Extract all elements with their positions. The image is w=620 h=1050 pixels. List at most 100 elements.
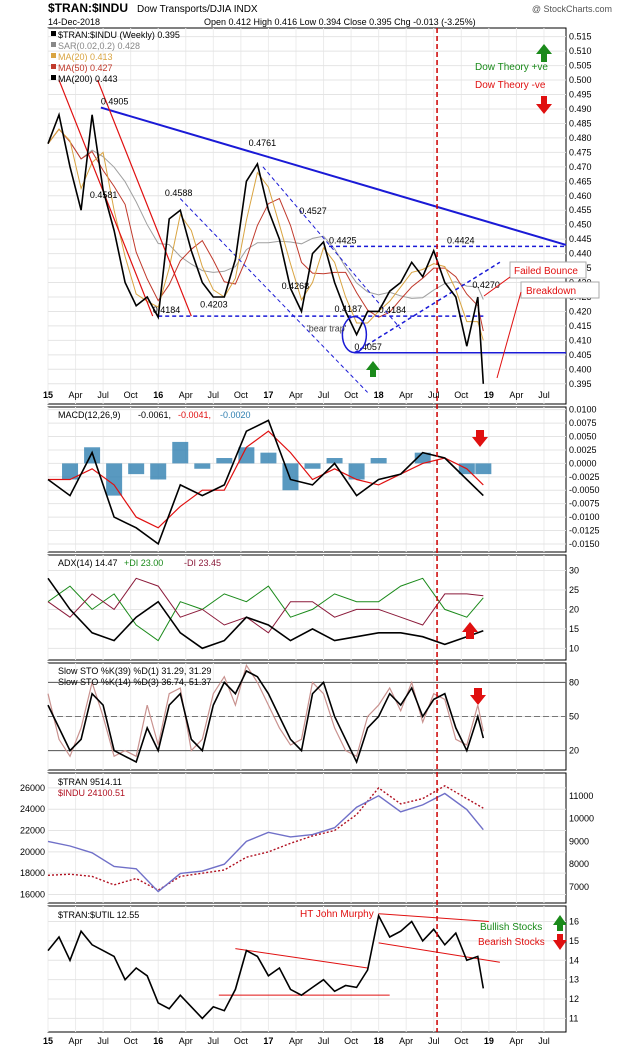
x-tick-label: 15: [43, 390, 53, 400]
x-tick-label: Oct: [234, 1036, 249, 1046]
legend-swatch: [51, 64, 56, 69]
util-trendline: [235, 948, 368, 969]
y-tick-label: -0.0050: [569, 485, 600, 495]
y-tick-label: -0.0125: [569, 526, 600, 536]
x-tick-label: 19: [484, 390, 494, 400]
y-tick-label: 20: [569, 604, 579, 614]
x-tick-label: Apr: [399, 1036, 413, 1046]
y-tick-label: 20: [569, 746, 579, 756]
price-value-label: 0.4187: [335, 304, 363, 314]
macd-histogram-bar: [150, 463, 167, 480]
legend-entry: MACD(12,26,9): [58, 410, 121, 420]
rising-trend-line: [353, 261, 501, 354]
x-tick-label: Apr: [179, 1036, 193, 1046]
y-tick-label: 13: [569, 975, 579, 985]
x-tick-label: Apr: [69, 1036, 83, 1046]
downtrend-line: [100, 106, 567, 246]
y-tick-label: 0.450: [569, 220, 592, 230]
x-tick-label: Oct: [124, 1036, 139, 1046]
legend-entry: $INDU 24100.51: [58, 788, 125, 798]
x-tick-label: 16: [153, 1036, 163, 1046]
tran-indu-panel: [47, 772, 567, 904]
indu-line: [47, 784, 484, 892]
legend-entry: -0.0020: [220, 410, 251, 420]
y-tick-label: 0.0025: [569, 445, 597, 455]
y-tick-label: 0.515: [569, 32, 592, 42]
x-tick-label: Jul: [428, 390, 440, 400]
y-tick-label: 0.0000: [569, 458, 597, 468]
price-value-label: 0.4184: [379, 305, 407, 315]
y-tick-label: 0.510: [569, 46, 592, 56]
macd-histogram-bar: [304, 463, 321, 469]
legend-entry: Slow STO %K(14) %D(3) 36.74, 51.37: [58, 677, 211, 687]
legend-entry: $TRAN 9514.11: [58, 777, 122, 787]
y-tick-label: 0.485: [569, 118, 592, 128]
price-value-label: 0.4588: [165, 188, 193, 198]
y-tick-label: 16000: [20, 889, 45, 899]
y-tick-label: 8000: [569, 859, 589, 869]
legend-entry: MA(20) 0.413: [58, 52, 113, 62]
x-tick-label: 19: [484, 1036, 494, 1046]
y-tick-label: 0.495: [569, 90, 592, 100]
legend-swatch: [51, 53, 56, 58]
macd-histogram-bar: [282, 463, 299, 491]
up-arrow-icon: [536, 44, 552, 62]
y-tick-label: 0.0050: [569, 432, 597, 442]
y-tick-label: 16: [569, 917, 579, 927]
price-value-label: 0.4527: [299, 206, 327, 216]
y-tick-label: 15: [569, 936, 579, 946]
y-tick-label: 25: [569, 585, 579, 595]
x-tick-label: Oct: [454, 390, 469, 400]
y-tick-label: 11: [569, 1013, 578, 1023]
annotation-murphy: HT John Murphy: [300, 909, 374, 920]
x-tick-label: Jul: [97, 390, 109, 400]
macd-histogram-bar: [172, 441, 189, 464]
macd-histogram-bar: [238, 447, 255, 464]
plus-di-line: [47, 577, 484, 642]
sto-slow-line: [47, 669, 485, 765]
legend-entry: -0.0041,: [178, 410, 211, 420]
y-tick-label: 0.420: [569, 306, 592, 316]
y-tick-label: 0.480: [569, 133, 592, 143]
failed-bounce-box: [509, 261, 587, 279]
x-tick-label: Jul: [318, 1036, 330, 1046]
legend-entry: -0.0061,: [138, 410, 171, 420]
y-tick-label: 0.500: [569, 75, 592, 85]
x-tick-label: Oct: [454, 1036, 469, 1046]
down-arrow-icon: [536, 96, 552, 114]
y-tick-label: 18000: [20, 868, 45, 878]
price-value-label: 0.4581: [90, 190, 118, 200]
price-value-label: 0.4270: [472, 280, 500, 290]
x-tick-label: Oct: [234, 390, 249, 400]
macd-histogram-bar: [106, 463, 123, 496]
x-tick-label: Jul: [538, 390, 550, 400]
annotation-arrow: [496, 291, 522, 379]
legend-entry: ADX(14) 14.47: [58, 558, 118, 568]
price-value-label: 0.4424: [447, 236, 475, 246]
y-tick-label: 0.0075: [569, 418, 597, 428]
ohlc-readout: Open 0.412 High 0.416 Low 0.394 Close 0.…: [204, 17, 476, 27]
up-arrow-icon: [553, 915, 567, 931]
x-tick-label: Apr: [509, 390, 523, 400]
y-tick-label: 26000: [20, 783, 45, 793]
down-arrow-icon: [553, 934, 567, 950]
legend-entry: Slow STO %K(39) %D(1) 31.29, 31.29: [58, 666, 211, 676]
y-tick-label: 0.505: [569, 61, 592, 71]
tran-util-line: [47, 913, 485, 1020]
y-tick-label: -0.0100: [569, 512, 600, 522]
y-tick-label: 22000: [20, 826, 45, 836]
legend-swatch: [51, 31, 56, 36]
ma50-line: [47, 128, 484, 332]
x-tick-label: 18: [374, 1036, 384, 1046]
price-value-label: 0.4268: [282, 281, 310, 291]
minus-di-line: [47, 577, 484, 634]
macd-histogram-bar: [216, 458, 233, 464]
util-trendline: [378, 942, 500, 963]
macd-line: [47, 419, 484, 546]
macd-histogram-bar: [128, 463, 145, 475]
y-tick-label: 10: [569, 643, 579, 653]
annotation-bear-trap: 'bear trap': [307, 324, 347, 334]
up-arrow-icon: [366, 361, 380, 377]
macd-histogram-bar: [475, 463, 492, 475]
